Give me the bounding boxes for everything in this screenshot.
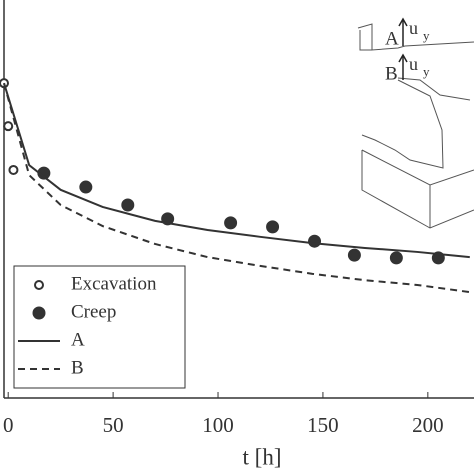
data-point — [121, 198, 135, 212]
data-point — [79, 180, 93, 194]
legend-label: Excavation — [71, 273, 157, 294]
inset-arrows — [398, 17, 408, 80]
inset-label: A — [385, 28, 399, 49]
x-tick-label: 0 — [3, 413, 14, 437]
series-line — [3, 82, 470, 294]
legend-label: A — [71, 329, 85, 350]
inset-displacement: u — [409, 18, 418, 38]
inset-subscript: y — [423, 28, 430, 43]
x-tick-label: 150 — [307, 413, 339, 437]
data-point — [308, 234, 322, 248]
legend-label: Creep — [71, 301, 116, 322]
x-tick-label: 200 — [412, 413, 444, 437]
legend-label: B — [71, 357, 84, 378]
data-point — [347, 248, 361, 262]
data-point — [3, 121, 14, 132]
data-point — [389, 251, 403, 265]
inset-displacement: u — [409, 54, 418, 74]
x-tick-label: 100 — [202, 413, 234, 437]
data-point — [224, 216, 238, 230]
data-point — [266, 220, 280, 234]
legend-marker — [32, 306, 46, 320]
x-axis-label: t [h] — [243, 444, 282, 469]
data-point — [8, 164, 19, 175]
x-tick-label: 50 — [103, 413, 124, 437]
series-line — [3, 82, 470, 259]
inset-label: B — [385, 63, 398, 84]
inset-subscript: y — [423, 64, 430, 79]
inset-drawing — [357, 23, 474, 229]
legend-marker — [34, 280, 44, 290]
